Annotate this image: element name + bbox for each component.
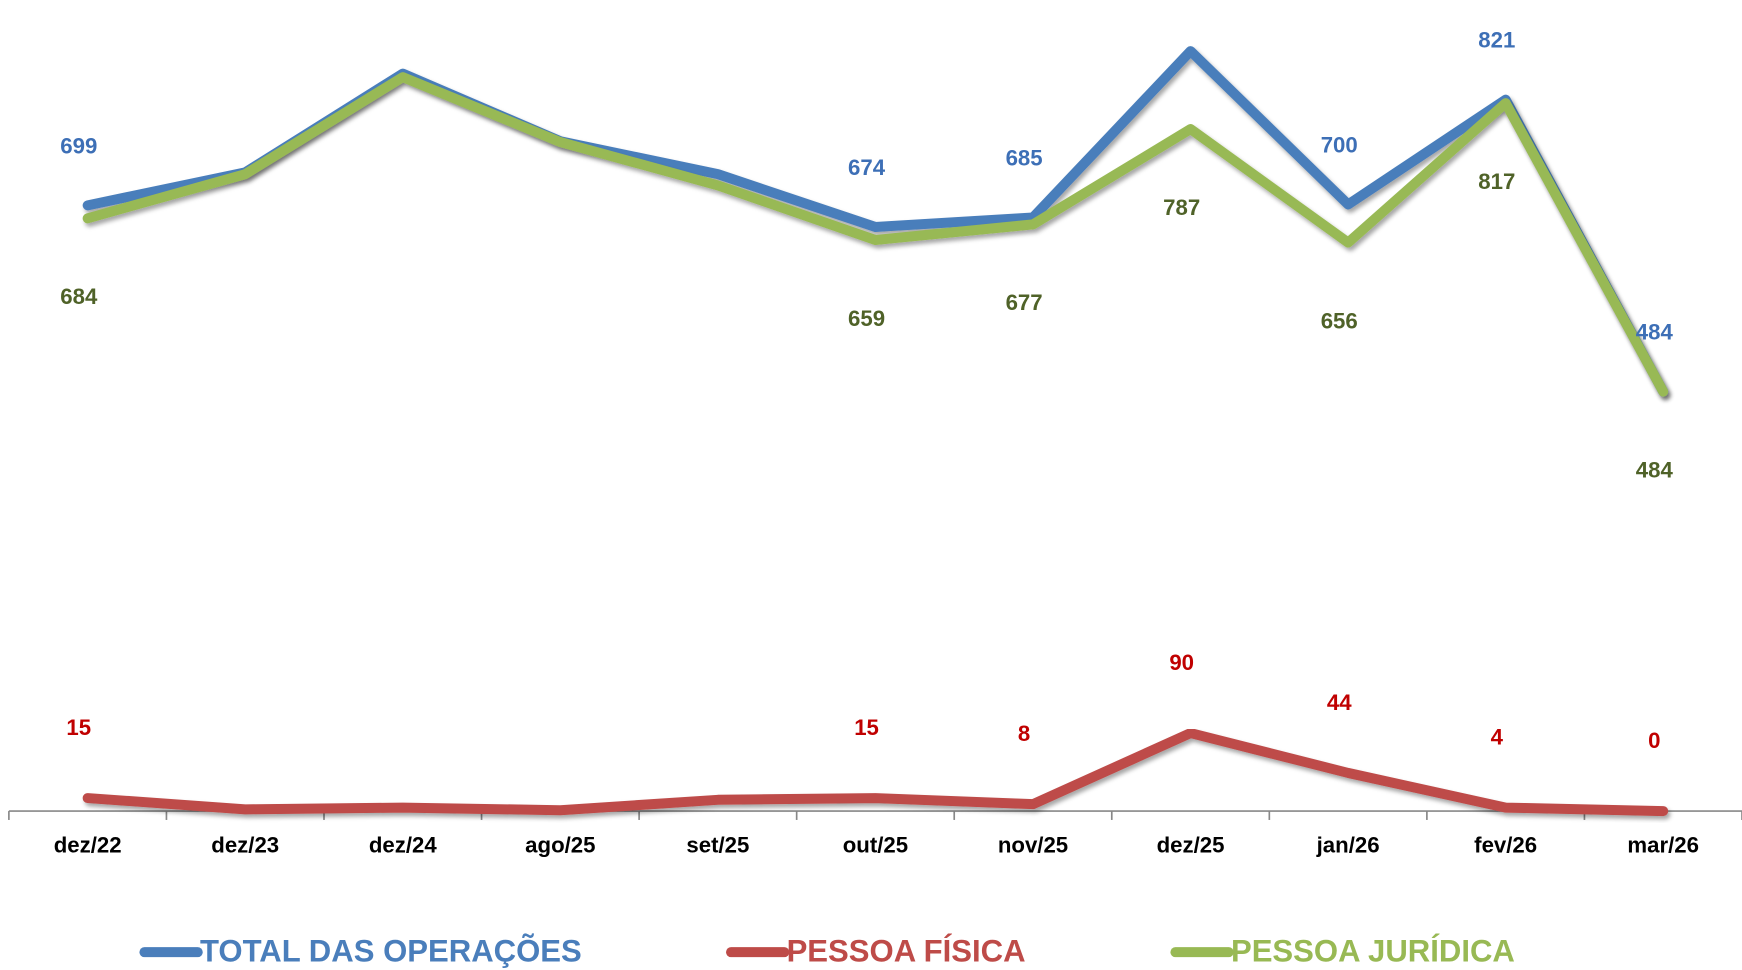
x-tick-label: jan/26	[1316, 832, 1380, 857]
data-label: 659	[848, 306, 885, 331]
x-tick-label: set/25	[686, 832, 749, 857]
data-label: 44	[1327, 690, 1352, 715]
data-label: 8	[1018, 721, 1030, 746]
data-label: 821	[1478, 28, 1515, 53]
data-label: 15	[854, 715, 879, 740]
x-tick-label: dez/24	[369, 832, 438, 857]
data-label: 0	[1648, 728, 1660, 753]
x-tick-label: ago/25	[525, 832, 595, 857]
series-line	[82, 46, 1669, 397]
legend-label: PESSOA FÍSICA	[787, 933, 1026, 968]
data-label: 484	[1636, 458, 1674, 483]
data-label: 817	[1478, 169, 1515, 194]
data-label: 877	[1163, 0, 1200, 4]
data-label: 4	[1491, 725, 1504, 750]
x-tick-label: mar/26	[1627, 832, 1699, 857]
data-label: 685	[1006, 146, 1043, 171]
data-label: 700	[1321, 133, 1358, 158]
data-label: 90	[1169, 650, 1194, 675]
x-tick-label: nov/25	[998, 832, 1068, 857]
x-tick-label: fev/26	[1474, 832, 1537, 857]
data-label: 15	[66, 715, 91, 740]
series-line	[82, 72, 1669, 397]
legend-label: TOTAL DAS OPERAÇÕES	[200, 932, 582, 968]
x-tick-label: out/25	[843, 832, 908, 857]
data-label: 677	[1006, 290, 1043, 315]
data-label: 787	[1163, 195, 1200, 220]
x-tick-label: dez/23	[211, 832, 279, 857]
x-tick-label: dez/22	[54, 832, 122, 857]
series-line	[82, 728, 1669, 817]
data-label: 674	[848, 155, 886, 180]
legend-label: PESSOA JURÍDICA	[1231, 933, 1515, 968]
data-label: 684	[60, 284, 98, 309]
data-label: 656	[1321, 308, 1358, 333]
x-tick-label: dez/25	[1157, 832, 1225, 857]
data-label: 484	[1636, 320, 1674, 345]
data-label: 699	[60, 133, 97, 158]
